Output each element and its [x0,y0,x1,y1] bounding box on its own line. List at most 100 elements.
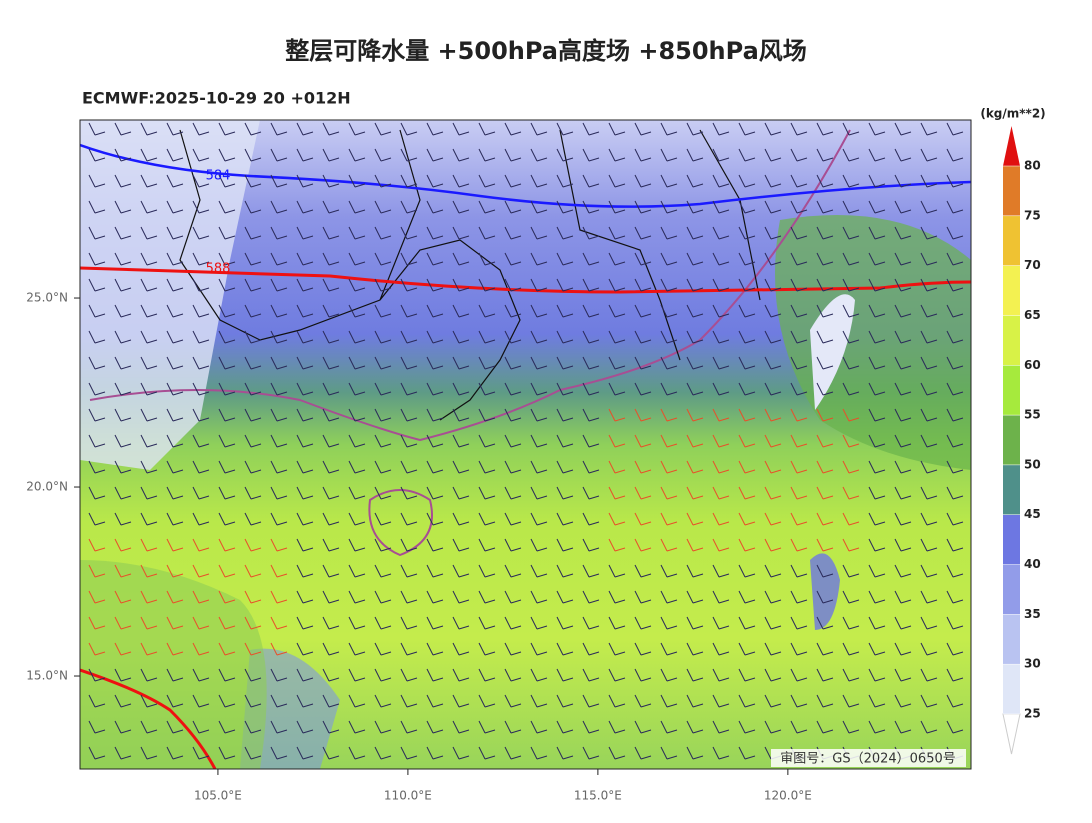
wind-barb [166,538,184,552]
wind-barb [426,668,444,682]
wind-barb [374,694,392,708]
wind-barb [556,590,574,604]
wind-barb [478,668,496,682]
wind-barb [920,616,938,630]
wind-barb [712,408,730,422]
wind-barb [114,590,132,604]
wind-barb [608,668,626,682]
wind-barb [478,278,496,292]
wind-barb [686,746,704,760]
wind-barb [816,564,834,578]
wind-barb [686,512,704,526]
wind-barb [608,538,626,552]
wind-barb [452,330,470,344]
wind-barb [556,720,574,734]
wind-barb [556,564,574,578]
wind-barb [634,512,652,526]
wind-barb [166,226,184,240]
wind-barb [192,252,210,266]
wind-barb [400,226,418,240]
wind-barb [452,642,470,656]
wind-barb [894,252,912,266]
wind-barb [478,434,496,448]
wind-barb [868,278,886,292]
wind-barb [894,486,912,500]
wind-barb [88,278,106,292]
wind-barb [894,382,912,396]
wind-barb [894,226,912,240]
wind-barb [296,746,314,760]
wind-barb [608,252,626,266]
wind-barb [582,434,600,448]
wind-barb [374,408,392,422]
wind-barb [556,148,574,162]
wind-barb [88,538,106,552]
wind-barb [842,668,860,682]
wind-barb [192,408,210,422]
wind-barb [244,590,262,604]
colorbar-segment [1003,514,1020,565]
wind-barb [452,668,470,682]
wind-barb [920,538,938,552]
wind-barb [166,694,184,708]
wind-barb [556,382,574,396]
wind-barb [192,304,210,318]
wind-barb [790,434,808,448]
wind-barb [244,486,262,500]
wind-barb [270,720,288,734]
wind-barb [478,174,496,188]
wind-barb [348,304,366,318]
wind-barb [946,720,964,734]
wind-barb [348,200,366,214]
wind-barb [816,538,834,552]
wind-barb [218,486,236,500]
wind-barb [400,304,418,318]
wind-barb [504,356,522,370]
wind-barb [608,590,626,604]
wind-barb [322,564,340,578]
wind-barb [582,460,600,474]
wind-barb [712,200,730,214]
wind-barb [738,720,756,734]
wind-barb [140,460,158,474]
wind-barb [738,122,756,136]
wind-barb [322,434,340,448]
wind-barb [504,226,522,240]
wind-barb [530,460,548,474]
wind-barb [608,304,626,318]
wind-barb [790,356,808,370]
wind-barb [218,122,236,136]
wind-barb [114,408,132,422]
taiwan [810,294,855,410]
wind-barb [582,408,600,422]
wind-barb [140,746,158,760]
wind-barb [140,538,158,552]
wind-barb [114,304,132,318]
wind-barb [816,200,834,214]
wind-barb [348,694,366,708]
wind-barb [114,122,132,136]
wind-barb [764,200,782,214]
wind-barb [348,486,366,500]
wind-barb [608,148,626,162]
wind-barb [842,486,860,500]
wind-barb [868,512,886,526]
wind-barb [426,252,444,266]
wind-barb [842,252,860,266]
wind-barb [764,564,782,578]
wind-barb [582,304,600,318]
wind-barb [270,538,288,552]
wind-barb [660,226,678,240]
wind-barb [192,720,210,734]
wind-barb [842,278,860,292]
wind-barb [660,668,678,682]
wind-barb [88,668,106,682]
wind-barb [920,460,938,474]
wind-barb [452,252,470,266]
wind-barb [764,694,782,708]
wind-barb [452,460,470,474]
wind-barb [764,720,782,734]
wind-barb [816,252,834,266]
wind-barb [738,538,756,552]
wind-barb [764,668,782,682]
